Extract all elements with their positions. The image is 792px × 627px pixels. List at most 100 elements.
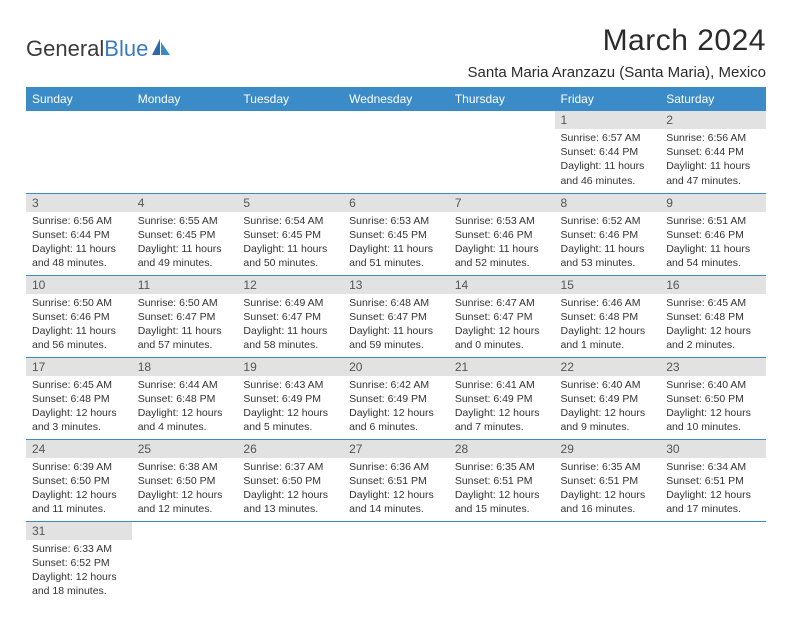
sunset-text: Sunset: 6:47 PM [138,310,232,324]
calendar-cell [343,111,449,193]
daylight-text-2: and 48 minutes. [32,256,126,270]
title-block: March 2024 Santa Maria Aranzazu (Santa M… [468,24,766,81]
sunset-text: Sunset: 6:48 PM [32,392,126,406]
sunrise-text: Sunrise: 6:46 AM [561,296,655,310]
daylight-text-1: Daylight: 11 hours [349,242,443,256]
calendar-cell [132,111,238,193]
sunrise-text: Sunrise: 6:35 AM [561,460,655,474]
sunset-text: Sunset: 6:50 PM [666,392,760,406]
day-number: 22 [555,358,661,376]
day-number [343,111,449,115]
sunset-text: Sunset: 6:51 PM [349,474,443,488]
calendar-row: 31Sunrise: 6:33 AMSunset: 6:52 PMDayligh… [26,521,766,603]
calendar-cell: 19Sunrise: 6:43 AMSunset: 6:49 PMDayligh… [237,357,343,439]
day-number [660,522,766,526]
day-number: 13 [343,276,449,294]
calendar-cell: 4Sunrise: 6:55 AMSunset: 6:45 PMDaylight… [132,193,238,275]
day-content: Sunrise: 6:56 AMSunset: 6:44 PMDaylight:… [26,212,132,275]
daylight-text-2: and 50 minutes. [243,256,337,270]
day-content: Sunrise: 6:56 AMSunset: 6:44 PMDaylight:… [660,129,766,192]
day-number: 9 [660,194,766,212]
daylight-text-2: and 16 minutes. [561,502,655,516]
calendar-row: 10Sunrise: 6:50 AMSunset: 6:46 PMDayligh… [26,275,766,357]
day-content: Sunrise: 6:51 AMSunset: 6:46 PMDaylight:… [660,212,766,275]
sunrise-text: Sunrise: 6:57 AM [561,131,655,145]
day-number: 11 [132,276,238,294]
calendar-cell: 7Sunrise: 6:53 AMSunset: 6:46 PMDaylight… [449,193,555,275]
day-number: 4 [132,194,238,212]
sunrise-text: Sunrise: 6:34 AM [666,460,760,474]
sunset-text: Sunset: 6:51 PM [455,474,549,488]
header: GeneralBlue March 2024 Santa Maria Aranz… [26,24,766,81]
daylight-text-1: Daylight: 12 hours [561,488,655,502]
day-content: Sunrise: 6:40 AMSunset: 6:50 PMDaylight:… [660,376,766,439]
daylight-text-1: Daylight: 12 hours [243,488,337,502]
calendar-row: 17Sunrise: 6:45 AMSunset: 6:48 PMDayligh… [26,357,766,439]
daylight-text-1: Daylight: 11 hours [561,159,655,173]
weekday-header: Wednesday [343,87,449,111]
daylight-text-2: and 14 minutes. [349,502,443,516]
day-number: 6 [343,194,449,212]
day-content: Sunrise: 6:40 AMSunset: 6:49 PMDaylight:… [555,376,661,439]
sunset-text: Sunset: 6:47 PM [349,310,443,324]
day-content: Sunrise: 6:39 AMSunset: 6:50 PMDaylight:… [26,458,132,521]
calendar-cell: 5Sunrise: 6:54 AMSunset: 6:45 PMDaylight… [237,193,343,275]
sunset-text: Sunset: 6:52 PM [32,556,126,570]
daylight-text-1: Daylight: 12 hours [666,406,760,420]
daylight-text-2: and 7 minutes. [455,420,549,434]
sunrise-text: Sunrise: 6:56 AM [32,214,126,228]
calendar-cell: 23Sunrise: 6:40 AMSunset: 6:50 PMDayligh… [660,357,766,439]
daylight-text-2: and 6 minutes. [349,420,443,434]
location: Santa Maria Aranzazu (Santa Maria), Mexi… [468,64,766,81]
calendar-cell: 14Sunrise: 6:47 AMSunset: 6:47 PMDayligh… [449,275,555,357]
daylight-text-2: and 4 minutes. [138,420,232,434]
sunrise-text: Sunrise: 6:52 AM [561,214,655,228]
day-number: 15 [555,276,661,294]
calendar-cell: 6Sunrise: 6:53 AMSunset: 6:45 PMDaylight… [343,193,449,275]
day-number [26,111,132,115]
daylight-text-1: Daylight: 11 hours [561,242,655,256]
sunset-text: Sunset: 6:48 PM [138,392,232,406]
weekday-header: Monday [132,87,238,111]
calendar-cell [237,521,343,603]
day-content: Sunrise: 6:44 AMSunset: 6:48 PMDaylight:… [132,376,238,439]
calendar-cell: 3Sunrise: 6:56 AMSunset: 6:44 PMDaylight… [26,193,132,275]
day-content: Sunrise: 6:34 AMSunset: 6:51 PMDaylight:… [660,458,766,521]
daylight-text-1: Daylight: 12 hours [32,488,126,502]
daylight-text-1: Daylight: 12 hours [32,406,126,420]
day-content: Sunrise: 6:43 AMSunset: 6:49 PMDaylight:… [237,376,343,439]
daylight-text-1: Daylight: 11 hours [32,324,126,338]
calendar-cell: 8Sunrise: 6:52 AMSunset: 6:46 PMDaylight… [555,193,661,275]
sunrise-text: Sunrise: 6:33 AM [32,542,126,556]
sunset-text: Sunset: 6:49 PM [349,392,443,406]
day-number [237,522,343,526]
day-number: 10 [26,276,132,294]
day-number [132,111,238,115]
day-content: Sunrise: 6:53 AMSunset: 6:45 PMDaylight:… [343,212,449,275]
daylight-text-2: and 10 minutes. [666,420,760,434]
daylight-text-1: Daylight: 12 hours [455,488,549,502]
day-number: 14 [449,276,555,294]
daylight-text-2: and 12 minutes. [138,502,232,516]
day-number: 24 [26,440,132,458]
sunset-text: Sunset: 6:47 PM [455,310,549,324]
day-number [449,522,555,526]
sunset-text: Sunset: 6:45 PM [243,228,337,242]
daylight-text-2: and 15 minutes. [455,502,549,516]
day-content: Sunrise: 6:36 AMSunset: 6:51 PMDaylight:… [343,458,449,521]
sunrise-text: Sunrise: 6:45 AM [666,296,760,310]
sunset-text: Sunset: 6:51 PM [666,474,760,488]
day-number: 27 [343,440,449,458]
calendar-cell: 18Sunrise: 6:44 AMSunset: 6:48 PMDayligh… [132,357,238,439]
day-content: Sunrise: 6:54 AMSunset: 6:45 PMDaylight:… [237,212,343,275]
day-number: 12 [237,276,343,294]
day-content: Sunrise: 6:45 AMSunset: 6:48 PMDaylight:… [660,294,766,357]
calendar-cell: 30Sunrise: 6:34 AMSunset: 6:51 PMDayligh… [660,439,766,521]
sunset-text: Sunset: 6:46 PM [32,310,126,324]
day-number: 20 [343,358,449,376]
daylight-text-1: Daylight: 12 hours [455,406,549,420]
sunrise-text: Sunrise: 6:39 AM [32,460,126,474]
day-content: Sunrise: 6:48 AMSunset: 6:47 PMDaylight:… [343,294,449,357]
day-number [555,522,661,526]
day-number: 7 [449,194,555,212]
